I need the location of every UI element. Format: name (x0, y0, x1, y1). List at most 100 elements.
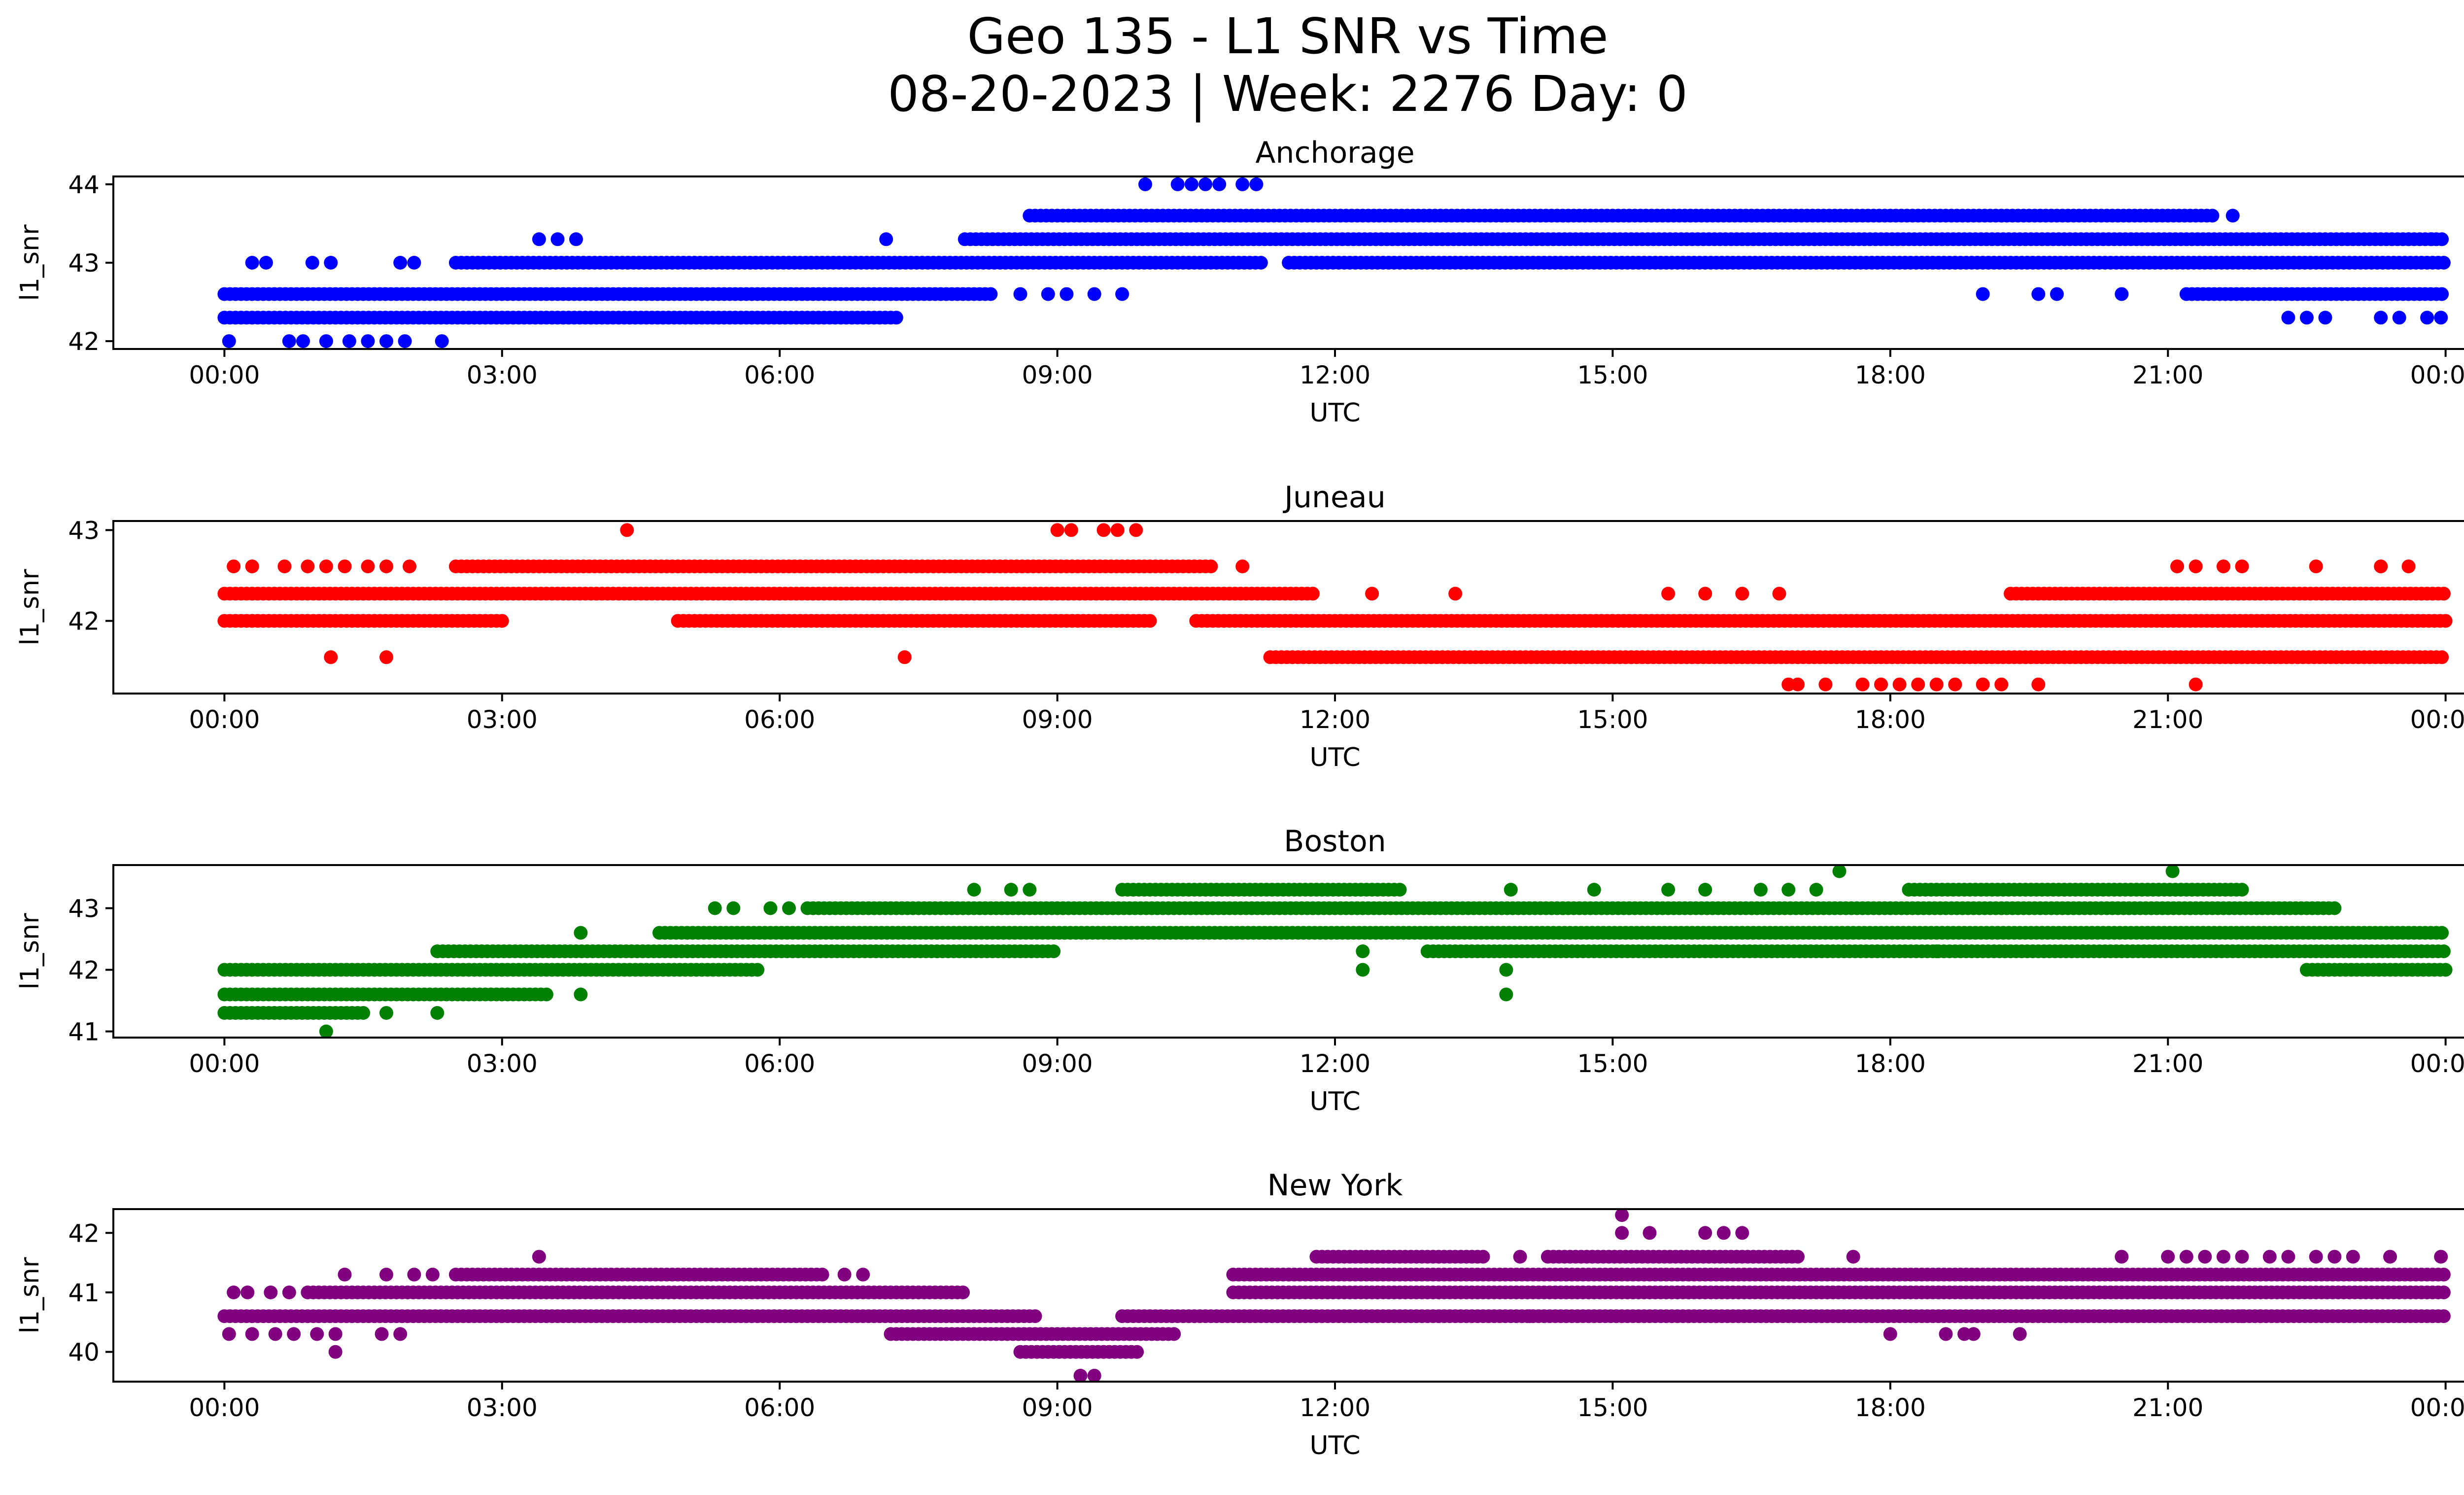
x-tick-label: 06:00 (744, 361, 815, 389)
data-point (1087, 287, 1101, 301)
data-point (2436, 256, 2451, 270)
data-point (393, 1327, 408, 1341)
data-point (984, 287, 998, 301)
data-point (751, 963, 765, 977)
x-tick-label: 00:00 (189, 1393, 260, 1422)
data-point (815, 1267, 829, 1282)
data-point (1170, 177, 1185, 191)
x-axis-label: UTC (1309, 1087, 1360, 1116)
data-point (2299, 311, 2314, 325)
data-point (550, 232, 565, 246)
data-point (1994, 677, 2009, 692)
x-tick-label: 12:00 (1300, 1393, 1370, 1422)
data-point (379, 1267, 393, 1282)
data-point (282, 334, 296, 348)
data-point (2013, 1327, 2027, 1341)
data-point (1023, 883, 1037, 897)
data-point (2115, 287, 2129, 301)
figure-title-line2: 08-20-2023 | Week: 2276 Day: 0 (888, 65, 1687, 123)
data-point (1204, 559, 1218, 574)
data-point (1818, 677, 1833, 692)
data-point (2115, 1250, 2129, 1264)
scatter-points (217, 864, 2453, 1039)
data-point (435, 334, 449, 348)
data-point (2318, 311, 2332, 325)
data-point (539, 987, 553, 1002)
data-point (430, 1006, 445, 1020)
data-point (1976, 287, 1990, 301)
data-point (1448, 587, 1463, 601)
data-point (319, 1024, 333, 1039)
x-tick-label: 00:00 (189, 361, 260, 389)
data-point (301, 559, 315, 574)
scatter-points (217, 1208, 2451, 1383)
x-tick-label: 12:00 (1300, 1049, 1370, 1078)
y-axis-label: l1_snr (15, 224, 45, 301)
data-point (1087, 1368, 1101, 1383)
data-point (2179, 1250, 2193, 1264)
data-point (782, 901, 796, 915)
data-point (2434, 311, 2448, 325)
y-tick-label: 43 (68, 516, 100, 545)
y-axis-label: l1_snr (15, 569, 45, 646)
x-tick-label: 12:00 (1300, 361, 1370, 389)
data-point (2392, 311, 2406, 325)
data-point (1013, 287, 1027, 301)
x-tick-label: 21:00 (2132, 361, 2203, 389)
x-tick-label: 03:00 (467, 705, 538, 734)
data-point (277, 559, 292, 574)
data-point (2235, 1250, 2249, 1264)
data-point (1167, 1327, 1181, 1341)
data-point (1235, 559, 1250, 574)
x-tick-label: 18:00 (1855, 1393, 1926, 1422)
data-point (1184, 177, 1198, 191)
data-point (338, 559, 352, 574)
data-point (1976, 677, 1990, 692)
data-point (1130, 1345, 1144, 1359)
x-tick-label: 21:00 (2132, 705, 2203, 734)
data-point (2383, 1250, 2397, 1264)
x-tick-label: 18:00 (1855, 705, 1926, 734)
data-point (620, 523, 634, 537)
x-tick-label: 03:00 (467, 361, 538, 389)
y-tick-label: 41 (68, 1018, 100, 1046)
data-point (1198, 177, 1213, 191)
data-point (879, 232, 893, 246)
data-point (393, 256, 408, 270)
data-point (1249, 177, 1264, 191)
data-point (282, 1286, 296, 1299)
y-axis-label: l1_snr (15, 913, 45, 990)
data-point (259, 256, 273, 270)
data-point (2435, 287, 2449, 301)
data-point (2401, 232, 2416, 246)
data-point (2225, 209, 2240, 223)
x-tick-label: 00:00 (2410, 361, 2464, 389)
data-point (1365, 587, 1379, 601)
data-point (1735, 587, 1749, 601)
data-point (227, 559, 241, 574)
data-point (398, 334, 412, 348)
data-point (1846, 1250, 1860, 1264)
x-tick-label: 18:00 (1855, 1049, 1926, 1078)
data-point (1832, 864, 1847, 878)
scatter-points (217, 177, 2451, 348)
data-point (245, 256, 259, 270)
data-point (1911, 677, 1925, 692)
data-point (569, 232, 583, 246)
x-tick-label: 21:00 (2132, 1049, 2203, 1078)
data-point (1004, 883, 1018, 897)
data-point (2216, 559, 2230, 574)
data-point (403, 559, 416, 574)
data-point (1212, 177, 1227, 191)
x-tick-label: 06:00 (744, 1049, 815, 1078)
data-point (2327, 1250, 2342, 1264)
data-point (2401, 559, 2416, 574)
data-point (2309, 559, 2323, 574)
data-point (2374, 311, 2388, 325)
data-point (1096, 523, 1111, 537)
y-tick-label: 40 (68, 1338, 100, 1367)
data-point (1282, 1267, 1296, 1282)
data-point (222, 1327, 236, 1341)
